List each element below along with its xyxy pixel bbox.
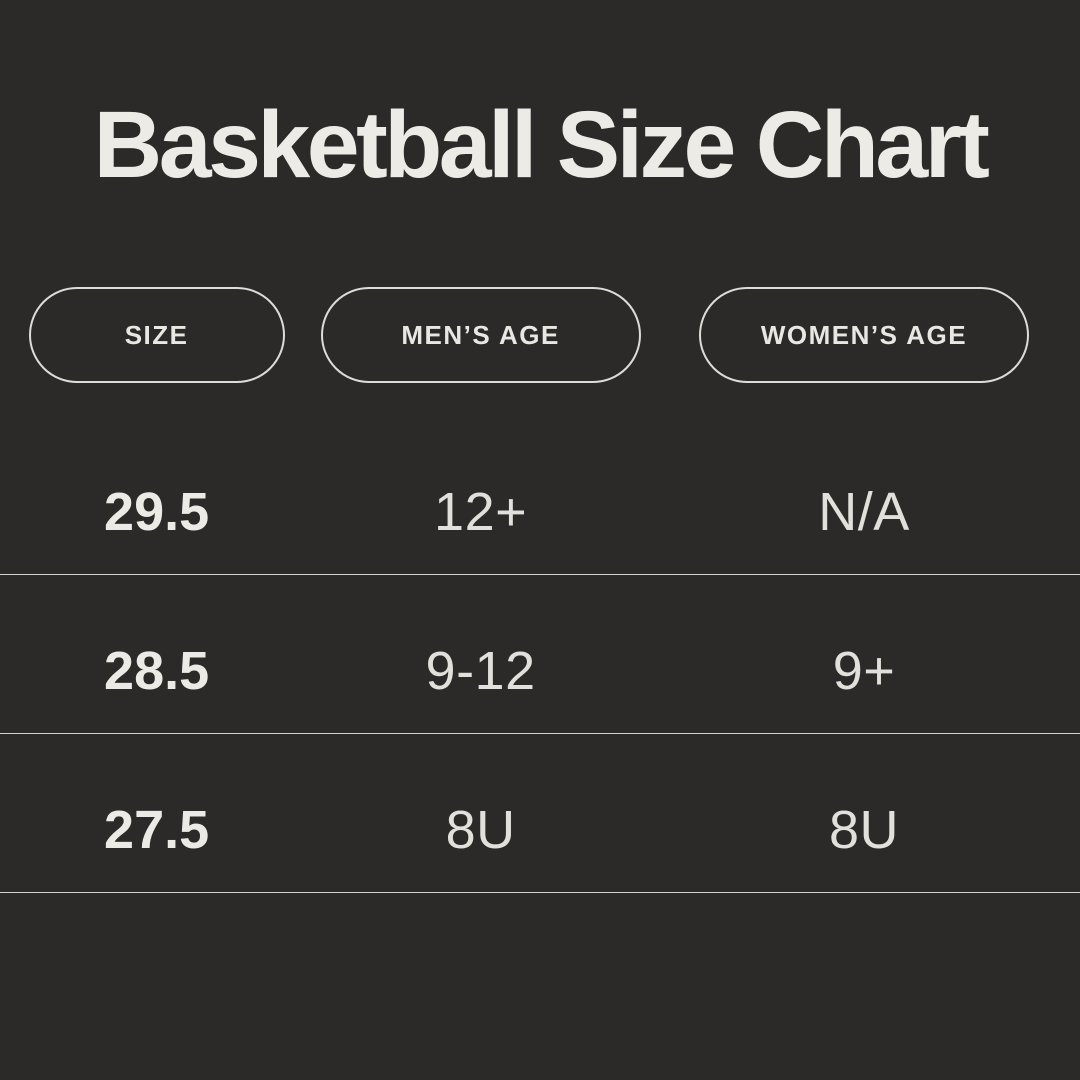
table-row: 28.5 9-12 9+ [0,575,1080,734]
cell-mens-age-value: 12+ [434,482,528,542]
header-cell-womens-age: WOMEN’S AGE [648,287,1080,383]
column-header-pill-womens-age: WOMEN’S AGE [698,287,1029,383]
cell-womens-age-value: 9+ [832,641,896,701]
header-cell-mens-age: MEN’S AGE [313,287,648,383]
column-header-label-mens-age: MEN’S AGE [401,319,560,350]
cell-mens-age-value: 9-12 [425,641,536,701]
page-title: Basketball Size Chart [93,92,990,198]
header-cell-size: SIZE [0,287,313,383]
cell-size-value: 29.5 [104,482,210,542]
table-header-row: SIZE MEN’S AGE WOMEN’S AGE [0,287,1080,383]
cell-size-value: 28.5 [104,641,210,701]
cell-womens-age-value: 8U [828,800,899,860]
size-table-body: 29.5 12+ N/A 28.5 9-12 9+ 27.5 8U 8U [0,416,1080,893]
cell-womens-age-value: N/A [818,482,910,542]
column-header-pill-mens-age: MEN’S AGE [320,287,641,383]
table-row: 27.5 8U 8U [0,734,1080,893]
column-header-label-size: SIZE [124,319,189,350]
cell-mens-age-value: 8U [445,800,516,860]
cell-size-value: 27.5 [104,800,210,860]
table-row: 29.5 12+ N/A [0,416,1080,575]
column-header-pill-size: SIZE [28,287,285,383]
column-header-label-womens-age: WOMEN’S AGE [760,319,968,350]
